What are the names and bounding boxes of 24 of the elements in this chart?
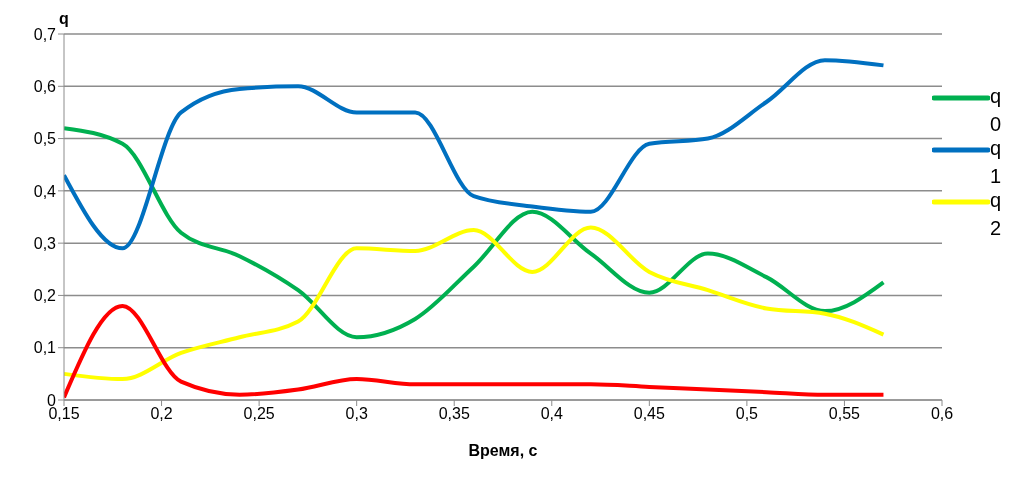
y-tick-label: 0,6 <box>33 77 57 95</box>
x-axis-title: Время, с <box>468 442 538 459</box>
line-series <box>64 126 886 340</box>
x-tick-label: 0,4 <box>540 405 563 423</box>
y-tick-label: 0,7 <box>33 25 57 43</box>
line-series <box>64 303 886 400</box>
y-tick-label: 0,4 <box>33 182 57 200</box>
x-tick-label: 0,3 <box>345 405 368 423</box>
line-series <box>64 58 886 251</box>
y-tick-label: 0,1 <box>33 339 57 357</box>
y-tick-label: 0,5 <box>33 130 57 148</box>
x-tick-label: 0,6 <box>930 405 954 423</box>
x-tick-label: 0,25 <box>243 405 275 423</box>
legend-label: q2 <box>990 188 1003 241</box>
x-tick-label: 0,5 <box>735 405 759 423</box>
y-axis-title: q <box>59 10 69 27</box>
x-tick-label: 0,55 <box>828 405 861 423</box>
y-tick-label: 0,3 <box>33 234 57 252</box>
x-tick-label: 0,2 <box>150 405 173 423</box>
x-tick-label: 0,15 <box>48 405 80 423</box>
y-tick-label: 0,2 <box>33 287 57 305</box>
x-tick-label: 0,35 <box>438 405 470 423</box>
line-series <box>64 225 886 382</box>
x-tick-label: 0,45 <box>633 405 666 423</box>
